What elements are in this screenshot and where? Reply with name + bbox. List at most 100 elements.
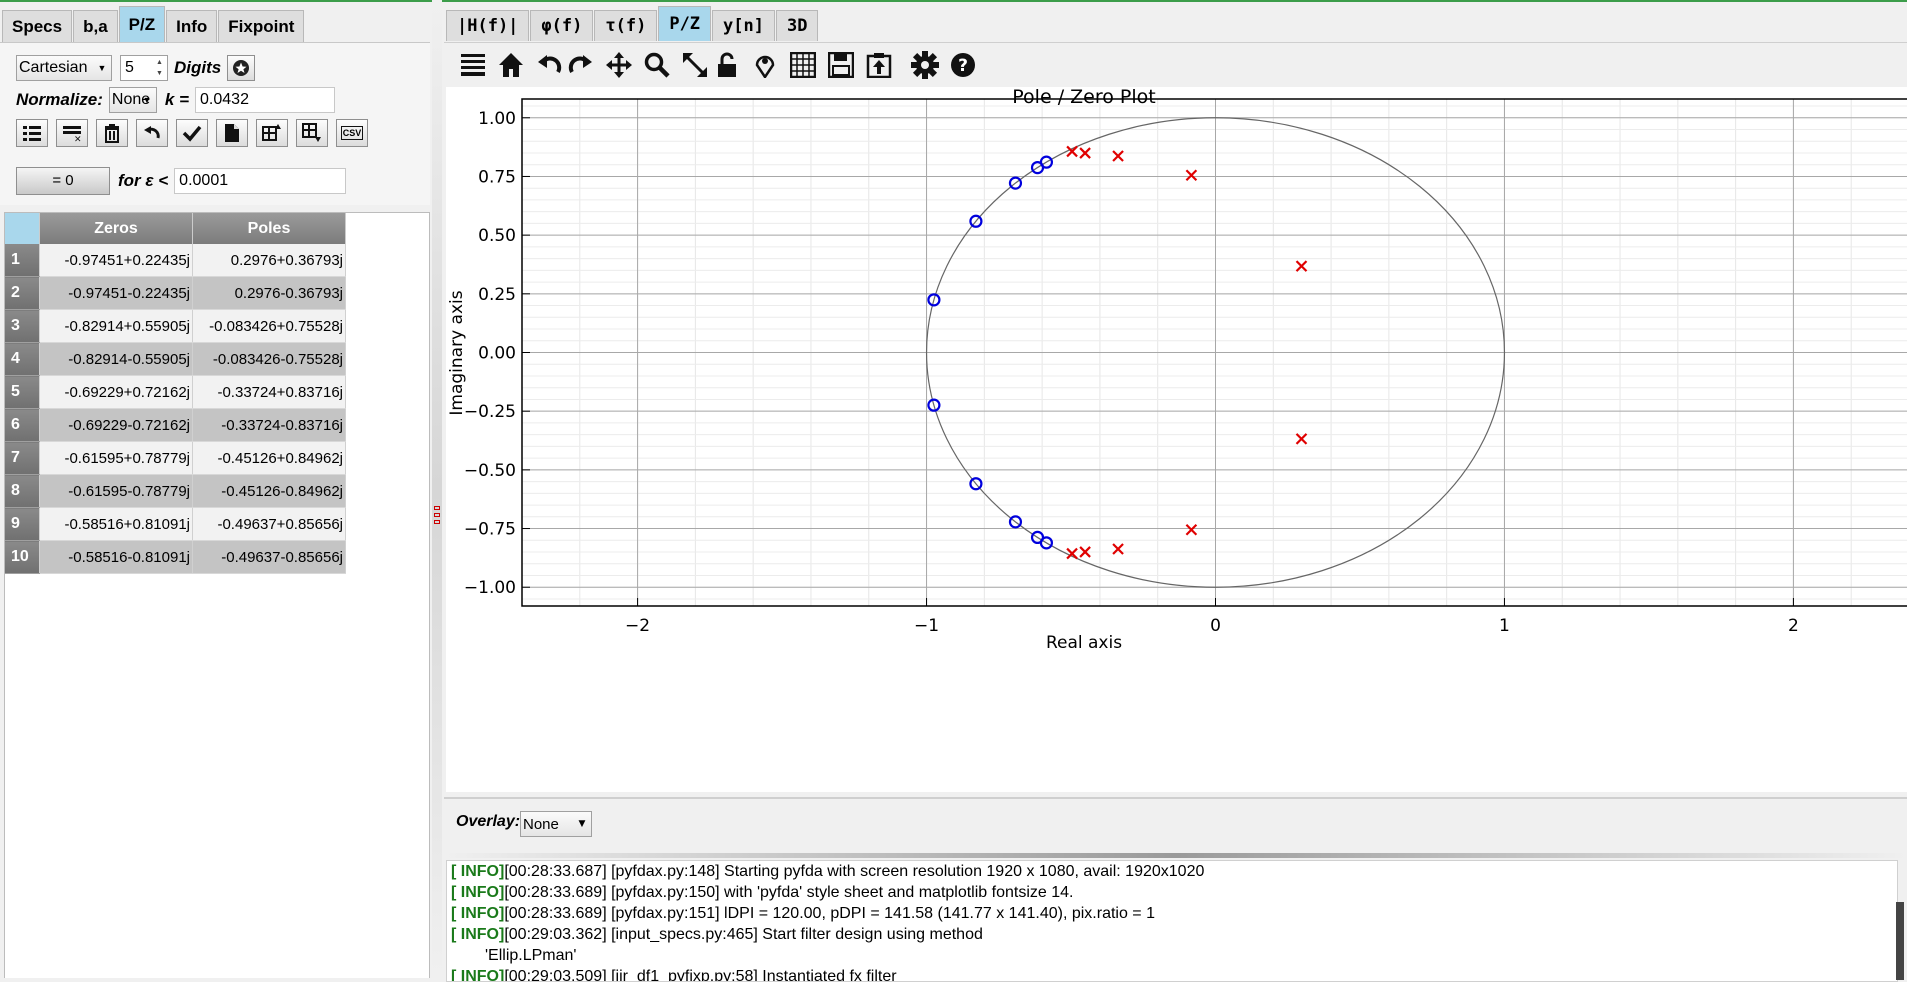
pan-button[interactable] (604, 50, 634, 80)
table-row[interactable]: 4 -0.82914-0.55905j -0.083426-0.75528j (5, 342, 346, 376)
pole-cell[interactable]: 0.2976+0.36793j (192, 244, 346, 277)
apply-button[interactable] (176, 119, 208, 147)
tab-ba[interactable]: b,a (73, 10, 118, 43)
save-figure-button[interactable] (826, 50, 856, 80)
zoom-full-button[interactable] (680, 50, 710, 80)
back-button[interactable] (534, 50, 564, 80)
zero-cell[interactable]: -0.61595-0.78779j (39, 474, 193, 508)
tab-fixpoint[interactable]: Fixpoint (218, 10, 305, 43)
log-text: [00:28:33.689] [pyfdax.py:151] lDPI = 12… (504, 905, 1155, 922)
row-header[interactable]: 7 (5, 441, 40, 475)
table-row[interactable]: 5 -0.69229+0.72162j -0.33724+0.83716j (5, 375, 346, 409)
tab-phase[interactable]: φ(f) (530, 10, 594, 41)
header-zeros[interactable]: Zeros (39, 213, 193, 244)
row-header[interactable]: 4 (5, 342, 40, 376)
toggle-ui-button[interactable] (458, 50, 488, 80)
row-header[interactable]: 5 (5, 375, 40, 409)
horizontal-splitter[interactable] (444, 853, 1907, 858)
pole-cell[interactable]: -0.45126-0.84962j (192, 474, 346, 508)
header-poles[interactable]: Poles (192, 213, 346, 244)
add-cells-button[interactable] (16, 119, 48, 147)
plot-tab-bar: |H(f)| φ(f) τ(f) P/Z y[n] 3D (446, 6, 819, 41)
tab-info[interactable]: Info (166, 10, 218, 43)
row-header[interactable]: 9 (5, 507, 40, 541)
delete-cells-button[interactable]: ✕ (56, 119, 88, 147)
table-row[interactable]: 8 -0.61595-0.78779j -0.45126-0.84962j (5, 474, 346, 508)
undo-icon (144, 126, 160, 139)
table-row[interactable]: 7 -0.61595+0.78779j -0.45126+0.84962j (5, 441, 346, 475)
log-scrollbar[interactable] (1896, 902, 1904, 980)
row-header[interactable]: 1 (5, 244, 40, 277)
format-select[interactable]: Cartesian ▼ (16, 55, 112, 81)
pole-cell[interactable]: -0.083426+0.75528j (192, 309, 346, 343)
tab-pz[interactable]: P/Z (118, 6, 166, 43)
tab-3d[interactable]: 3D (776, 10, 819, 41)
zoom-button[interactable] (642, 50, 672, 80)
table-row[interactable]: 6 -0.69229-0.72162j -0.33724-0.83716j (5, 408, 346, 442)
document-icon (225, 124, 239, 142)
zero-marker (969, 214, 983, 228)
zero-cell[interactable]: -0.82914-0.55905j (39, 342, 193, 376)
digits-spinbox[interactable]: 5 ▲ ▼ (120, 55, 168, 81)
pz-controls: Cartesian ▼ 5 ▲ ▼ Digits Normalize: None … (0, 42, 430, 205)
clear-table-button[interactable] (96, 119, 128, 147)
help-button[interactable]: ? (948, 50, 978, 80)
pole-cell[interactable]: -0.083426-0.75528j (192, 342, 346, 376)
overlay-select[interactable]: None ▼ (520, 811, 592, 837)
pole-cell[interactable]: -0.49637+0.85656j (192, 507, 346, 541)
marker-button[interactable] (750, 50, 780, 80)
tab-group-delay[interactable]: τ(f) (594, 10, 658, 41)
log-window[interactable]: [ INFO][00:28:33.687] [pyfdax.py:148] St… (446, 860, 1898, 982)
map-pin-icon (755, 55, 775, 78)
home-button[interactable] (496, 50, 526, 80)
gain-k-input[interactable]: 0.0432 (195, 87, 336, 113)
zero-cell[interactable]: -0.69229+0.72162j (39, 375, 193, 409)
copy-figure-button[interactable] (864, 50, 894, 80)
table-corner[interactable] (5, 213, 40, 244)
grid-button[interactable] (788, 50, 818, 80)
tab-impulse-response[interactable]: y[n] (712, 10, 775, 41)
normalize-select[interactable]: None ▼ (108, 87, 157, 113)
zero-cell[interactable]: -0.69229-0.72162j (39, 408, 193, 442)
table-row[interactable]: 2 -0.97451-0.22435j 0.2976-0.36793j (5, 276, 346, 310)
zero-cell[interactable]: -0.97451+0.22435j (39, 244, 193, 277)
table-row[interactable]: 1 -0.97451+0.22435j 0.2976+0.36793j (5, 244, 346, 277)
vertical-splitter[interactable] (432, 0, 442, 978)
pole-cell[interactable]: -0.45126+0.84962j (192, 441, 346, 475)
pole-zero-plot[interactable]: −2 −1 0 1 2 −1.00 −0.75 −0.50 −0.25 0.00 0.25 0.50 0… (446, 86, 1907, 792)
zero-cell[interactable]: -0.82914+0.55905j (39, 309, 193, 343)
zero-cell[interactable]: -0.61595+0.78779j (39, 441, 193, 475)
pole-cell[interactable]: -0.33724+0.83716j (192, 375, 346, 409)
csv-options-button[interactable]: CSV (336, 119, 368, 147)
pole-cell[interactable]: -0.33724-0.83716j (192, 408, 346, 442)
log-line: [ INFO][00:29:03.509] [iir_df1_pyfixp.py… (451, 966, 1897, 981)
zero-cell[interactable]: -0.58516+0.81091j (39, 507, 193, 541)
tab-pole-zero[interactable]: P/Z (658, 6, 712, 41)
zero-cell[interactable]: -0.58516-0.81091j (39, 540, 193, 574)
table-row[interactable]: 10 -0.58516-0.81091j -0.49637-0.85656j (5, 540, 346, 574)
row-header[interactable]: 6 (5, 408, 40, 442)
row-header[interactable]: 3 (5, 309, 40, 343)
log-line: [ INFO][00:28:33.687] [pyfdax.py:148] St… (451, 861, 1897, 882)
row-header[interactable]: 10 (5, 540, 40, 574)
load-button[interactable] (216, 119, 248, 147)
row-header[interactable]: 2 (5, 276, 40, 310)
table-row[interactable]: 3 -0.82914+0.55905j -0.083426+0.75528j (5, 309, 346, 343)
pole-cell[interactable]: -0.49637-0.85656j (192, 540, 346, 574)
tab-magnitude[interactable]: |H(f)| (446, 10, 530, 41)
paste-from-clipboard-button[interactable] (296, 119, 328, 147)
lock-zoom-button[interactable] (712, 50, 742, 80)
right-panel: |H(f)| φ(f) τ(f) P/Z y[n] 3D ? −2 −1 0 1 2 −1… (444, 2, 1907, 982)
set-zero-button[interactable]: = 0 (16, 167, 110, 195)
pole-cell[interactable]: 0.2976-0.36793j (192, 276, 346, 310)
epsilon-input[interactable]: 0.0001 (174, 168, 347, 194)
format-options-button[interactable] (227, 55, 256, 81)
copy-to-clipboard-button[interactable] (256, 119, 288, 147)
settings-button[interactable] (910, 50, 940, 80)
zero-cell[interactable]: -0.97451-0.22435j (39, 276, 193, 310)
table-row[interactable]: 9 -0.58516+0.81091j -0.49637+0.85656j (5, 507, 346, 541)
row-header[interactable]: 8 (5, 474, 40, 508)
forward-button[interactable] (566, 50, 596, 80)
undo-button[interactable] (136, 119, 168, 147)
tab-specs[interactable]: Specs (2, 10, 73, 43)
